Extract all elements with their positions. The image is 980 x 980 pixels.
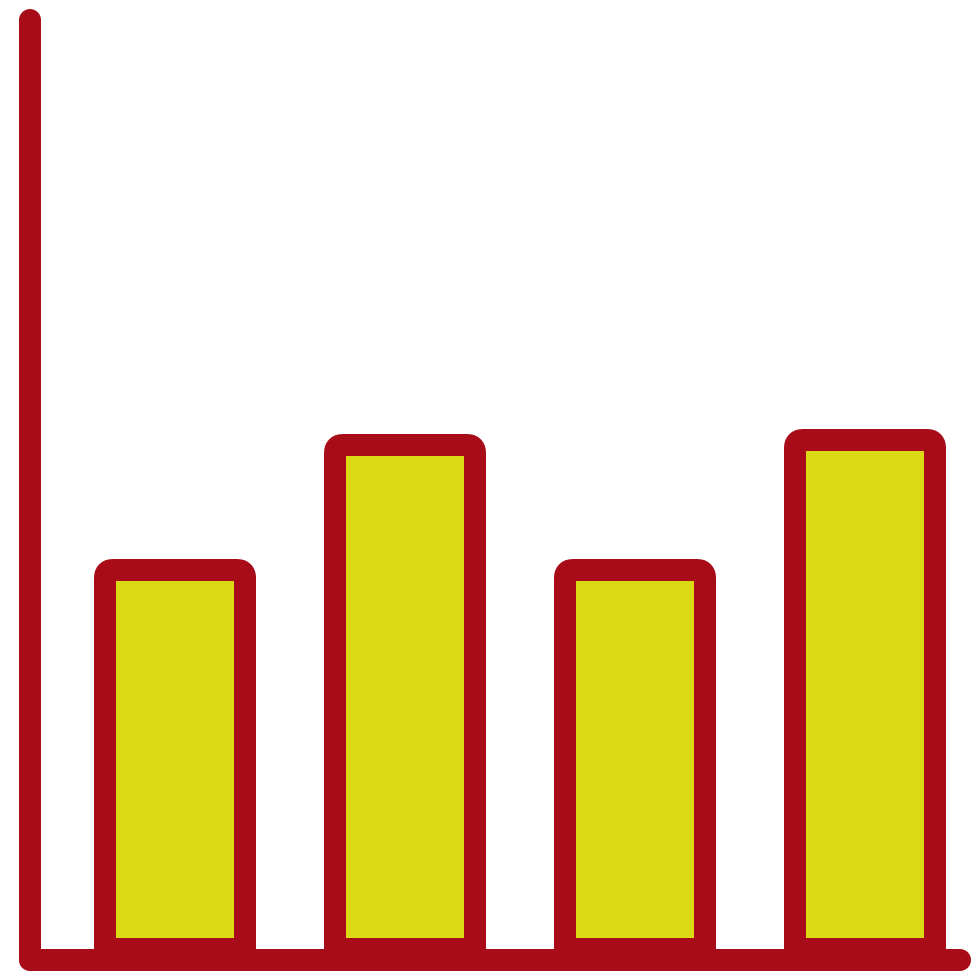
bar-chart-icon [0, 0, 980, 980]
bar-1 [105, 570, 245, 949]
bar-2 [335, 445, 475, 949]
bar-3 [565, 570, 705, 949]
bar-4 [795, 440, 935, 949]
bar-chart-svg [0, 0, 980, 980]
